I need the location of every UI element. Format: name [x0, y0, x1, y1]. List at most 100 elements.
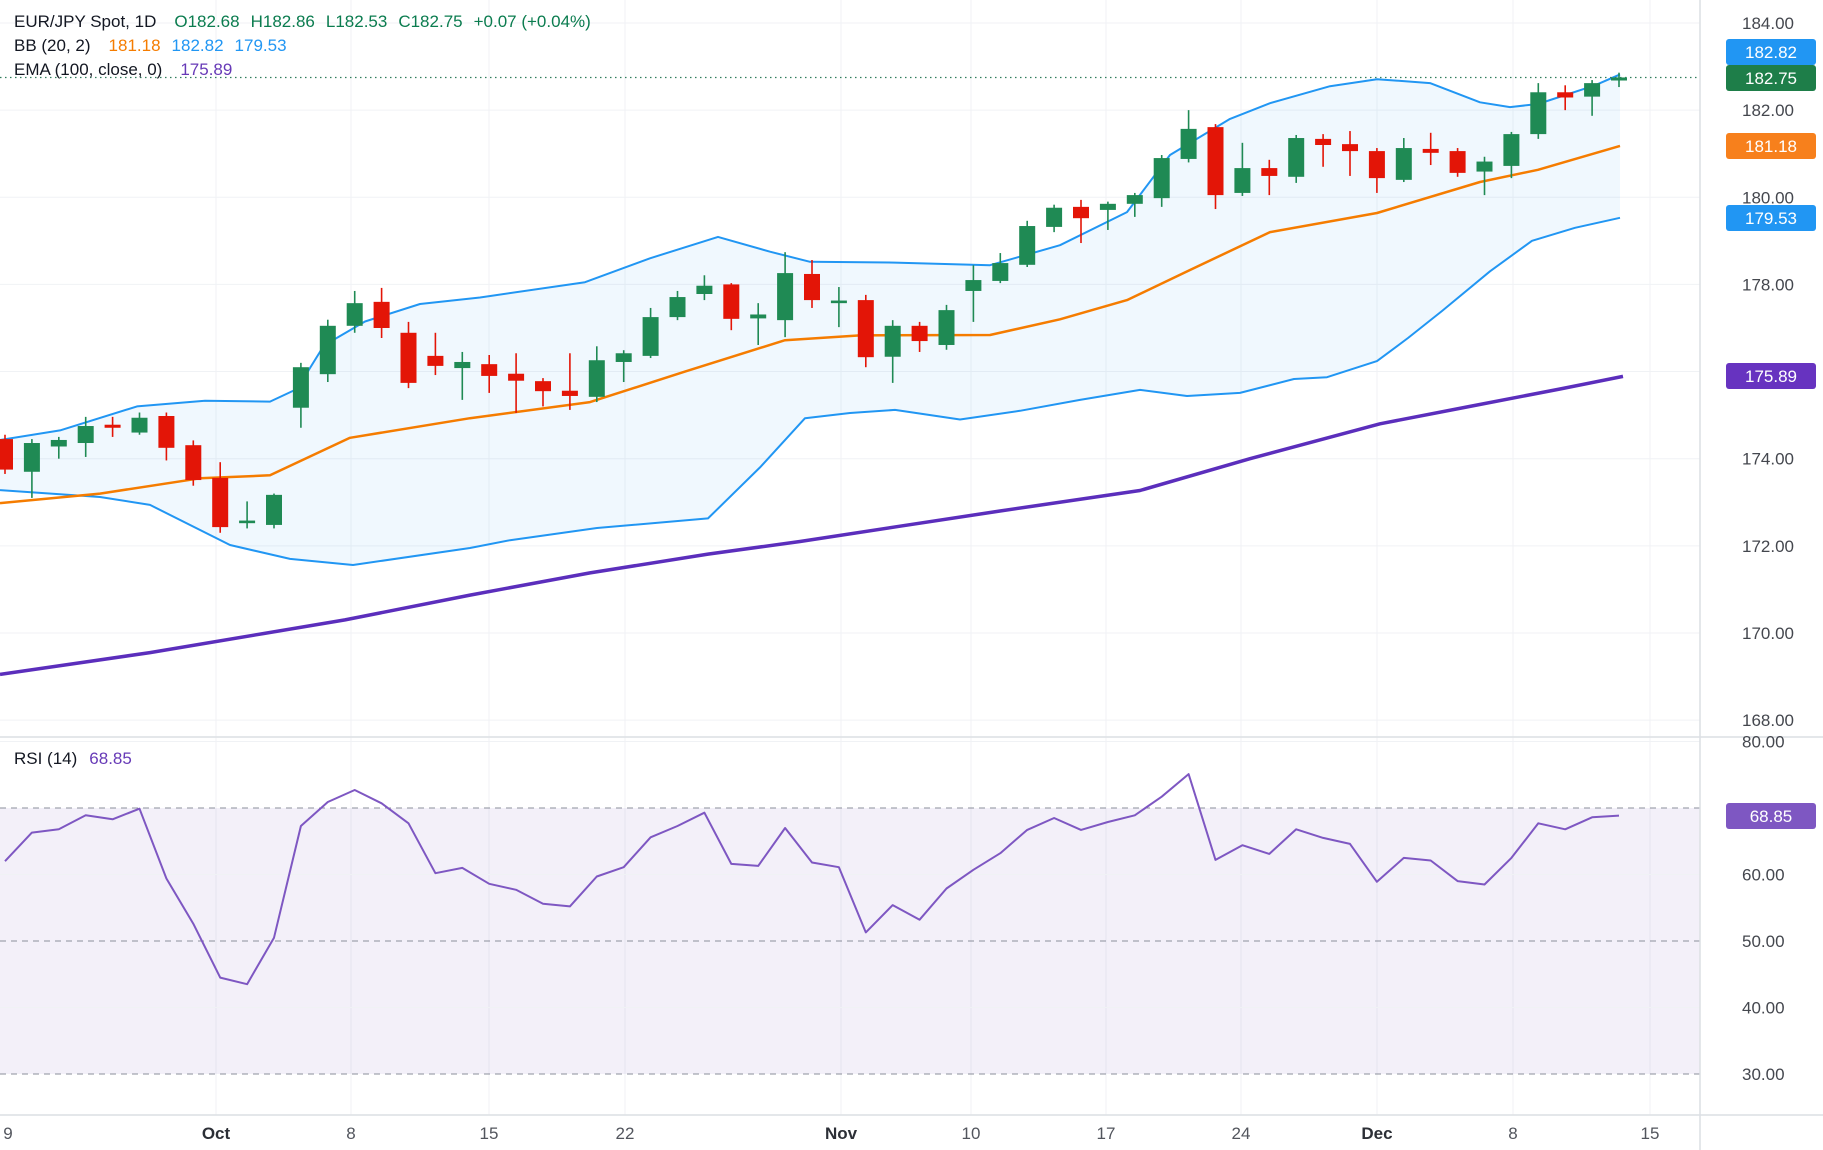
- candle-body: [642, 317, 659, 356]
- candle-body: [696, 285, 713, 295]
- axis-value-label-box: [1726, 363, 1816, 389]
- rsi-legend-row[interactable]: RSI (14) 68.85: [14, 749, 144, 769]
- symbol-title: EUR/JPY Spot, 1D: [14, 12, 157, 31]
- axis-value-label: 175.89: [1745, 367, 1797, 386]
- candle-body: [1503, 134, 1520, 166]
- candle-body: [454, 361, 471, 369]
- axis-value-label: 182.75: [1745, 69, 1797, 88]
- candle-body: [1099, 203, 1116, 210]
- axis-value-label: 179.53: [1745, 209, 1797, 228]
- candle-body: [104, 424, 121, 428]
- candle-body: [1019, 226, 1036, 265]
- axis-value-label-box: [1726, 39, 1816, 65]
- ema-value: 175.89: [180, 60, 233, 79]
- rsi-value: 68.85: [89, 749, 132, 768]
- candle-body: [266, 494, 282, 525]
- candle-body: [1180, 128, 1197, 159]
- candle-body: [1611, 77, 1627, 81]
- time-axis[interactable]: [0, 1115, 1823, 1150]
- candle-body: [1530, 92, 1547, 135]
- candle-body: [1126, 195, 1143, 204]
- close-value: C182.75: [398, 12, 463, 31]
- bb-lower-line: [0, 216, 1621, 566]
- candle-body: [884, 325, 901, 357]
- candle-body: [777, 273, 794, 321]
- candle-body: [0, 439, 13, 470]
- candle-body: [239, 520, 256, 524]
- candle-body: [1046, 207, 1063, 227]
- candle-body: [669, 297, 686, 318]
- candle-body: [1584, 83, 1601, 97]
- candle-body: [1153, 158, 1170, 199]
- candle-body: [615, 353, 632, 362]
- candle-body: [319, 325, 336, 375]
- axis-value-label-box: [1726, 803, 1816, 829]
- time-axis-label: 17: [1097, 1124, 1116, 1143]
- bb-upper-line: [0, 73, 1621, 441]
- time-axis-label: 15: [1641, 1124, 1660, 1143]
- candle-body: [373, 301, 390, 328]
- bb-upper-value: 182.82: [171, 36, 224, 55]
- price-axis-label: 170.00: [1742, 624, 1794, 643]
- time-axis-label: 8: [1508, 1124, 1517, 1143]
- time-axis-label: 24: [1232, 1124, 1251, 1143]
- candle-body: [830, 300, 847, 304]
- candle-body: [1449, 151, 1466, 173]
- high-value: H182.86: [250, 12, 315, 31]
- low-value: L182.53: [325, 12, 388, 31]
- candle-body: [965, 280, 982, 291]
- rsi-axis-label: 40.00: [1742, 999, 1785, 1018]
- price-axis-label: 180.00: [1742, 188, 1794, 207]
- candle-body: [1342, 144, 1358, 152]
- candle-body: [1315, 138, 1332, 145]
- candle-body: [1073, 206, 1089, 219]
- axis-value-label: 181.18: [1745, 137, 1797, 156]
- candle-body: [212, 477, 229, 528]
- price-axis-label: 174.00: [1742, 450, 1794, 469]
- time-axis-label: 15: [480, 1124, 499, 1143]
- bb-lower-value: 179.53: [234, 36, 287, 55]
- open-value: O182.68: [174, 12, 240, 31]
- bb-basis-value: 181.18: [108, 36, 161, 55]
- price-axis-label: 168.00: [1742, 711, 1794, 730]
- bb-title: BB (20, 2): [14, 36, 91, 55]
- rsi-axis-label: 50.00: [1742, 932, 1785, 951]
- candle-body: [1422, 148, 1439, 153]
- time-axis-label: Oct: [202, 1124, 231, 1143]
- candle-body: [508, 373, 525, 381]
- candle-body: [911, 325, 928, 342]
- candle-body: [588, 360, 605, 397]
- axis-value-label-box: [1726, 205, 1816, 231]
- time-axis-label: 9: [3, 1124, 12, 1143]
- axis-value-label-box: [1726, 133, 1816, 159]
- candle-body: [131, 417, 148, 433]
- symbol-legend-row[interactable]: EUR/JPY Spot, 1D O182.68 H182.86 L182.53 C18…: [14, 10, 602, 34]
- ema-line: [0, 374, 1624, 677]
- candle-body: [938, 310, 955, 345]
- candle-body: [723, 284, 740, 319]
- chart-legend: EUR/JPY Spot, 1D O182.68 H182.86 L182.53 C18…: [14, 10, 602, 82]
- rsi-title: RSI (14): [14, 749, 78, 768]
- candle-body: [481, 364, 498, 376]
- time-axis-label: Dec: [1361, 1124, 1392, 1143]
- candle-body: [1476, 161, 1493, 172]
- ema-title: EMA (100, close, 0): [14, 60, 163, 79]
- bb-legend-row[interactable]: BB (20, 2) 181.18 182.82 179.53: [14, 34, 602, 58]
- price-axis-label: 182.00: [1742, 101, 1794, 120]
- candle-body: [1557, 92, 1574, 98]
- candle-body: [1261, 168, 1278, 176]
- ema-legend-row[interactable]: EMA (100, close, 0) 175.89: [14, 58, 602, 82]
- candle-body: [346, 303, 363, 326]
- candle-body: [857, 300, 874, 358]
- price-axis-label: 172.00: [1742, 537, 1794, 556]
- candle-body: [400, 332, 417, 383]
- candle-body: [158, 416, 175, 448]
- candle-body: [535, 381, 551, 392]
- change-value: +0.07 (+0.04%): [473, 12, 591, 31]
- candle-body: [750, 314, 767, 319]
- time-axis-label: 22: [616, 1124, 635, 1143]
- candle-body: [77, 426, 94, 444]
- candle-body: [185, 445, 202, 481]
